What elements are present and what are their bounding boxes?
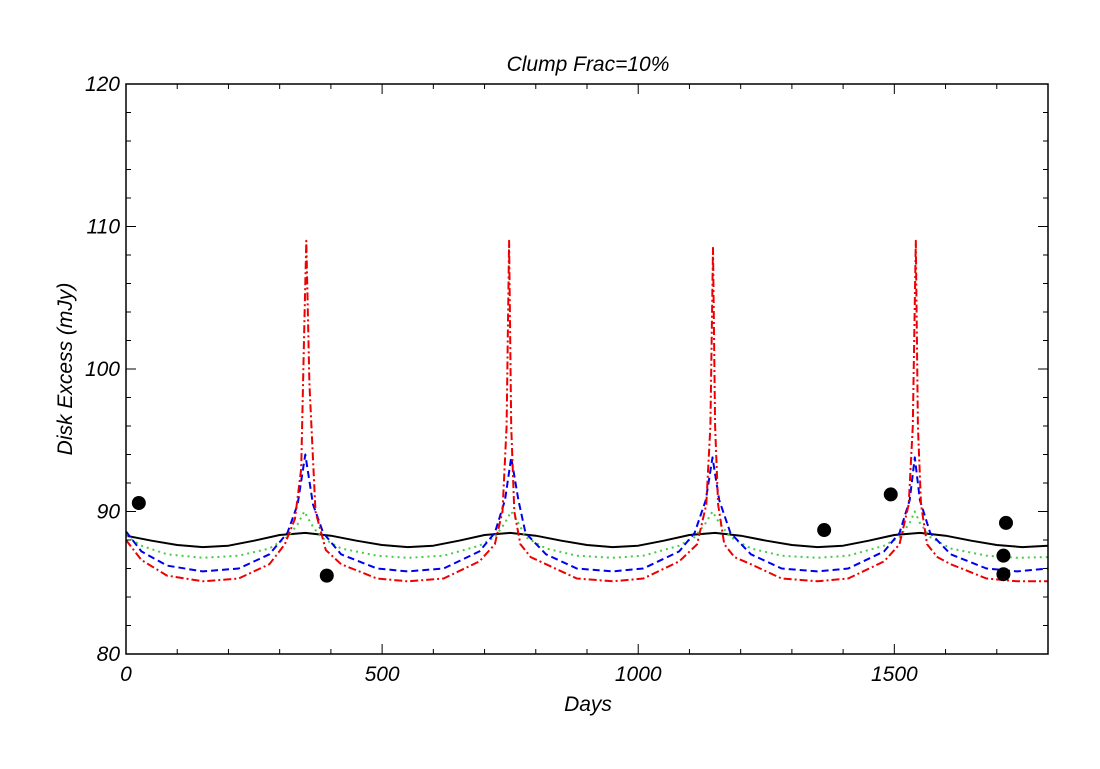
x-tick-label: 0 [120,663,132,686]
data-point [817,523,832,538]
series-layer [126,239,1048,583]
series-line-dashed [126,453,1048,573]
data-point [131,495,146,510]
data-point [998,515,1013,530]
series-line-dash-dot [126,239,1048,583]
y-tick-label: 120 [85,73,120,96]
series-line-dotted [126,510,1048,559]
chart-title: Clump Frac=10% [507,53,670,76]
data-point [996,548,1011,563]
x-tick-label: 1500 [871,663,918,686]
points-layer [131,487,1013,583]
series-line-solid [126,531,1048,549]
y-tick-label: 100 [85,358,120,381]
x-tick-label: 500 [365,663,400,686]
y-tick-label: 80 [97,643,121,666]
x-tick-label: 1000 [615,663,662,686]
data-point [996,567,1011,582]
y-tick-label: 110 [87,216,121,239]
ticks-layer: 0 500 1000 1500 80 90 100 110 120 [85,73,1049,686]
y-tick-label: 90 [97,501,121,524]
data-point [883,487,898,502]
x-axis-label: Days [564,693,612,716]
y-axis-label: Disk Excess (mJy) [54,283,77,456]
data-point [319,568,334,583]
